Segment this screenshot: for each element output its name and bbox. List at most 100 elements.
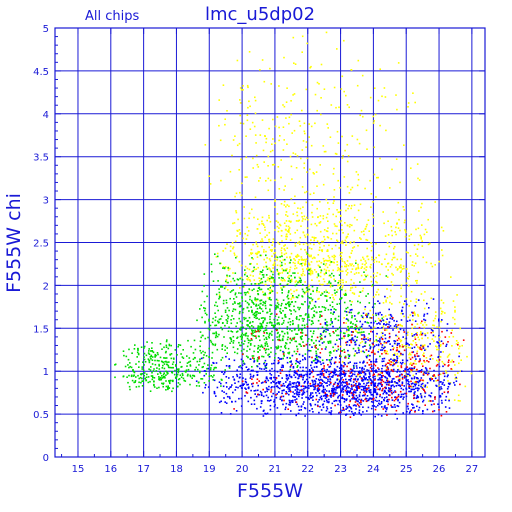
data-point [307,315,310,317]
data-point [235,410,238,412]
data-point [260,402,263,405]
data-point [348,383,350,385]
data-point [333,258,336,261]
data-point [325,31,328,34]
data-point [297,369,300,372]
data-point [298,219,300,222]
data-point [270,304,273,307]
data-point [362,258,365,260]
data-point [306,171,308,173]
data-point [254,329,256,332]
data-point [289,386,291,389]
data-point [278,323,281,326]
data-point [362,312,365,314]
data-point [412,362,415,365]
data-point [289,402,292,404]
data-point [327,236,330,239]
data-point [358,349,360,351]
data-point [199,308,201,310]
data-point [355,171,358,173]
data-point [310,239,312,241]
data-point [302,272,304,275]
data-point [441,319,443,321]
data-point [218,381,221,383]
data-point [218,124,220,127]
data-point [339,298,341,301]
data-point [247,292,250,295]
data-point [319,221,322,223]
data-point [147,381,150,384]
data-point [249,344,252,346]
data-point [281,302,283,305]
data-point [354,370,356,373]
data-point [271,322,273,324]
data-point [209,183,212,185]
data-point [370,249,373,252]
data-point [350,264,352,267]
data-point [435,380,437,382]
data-point [262,223,264,225]
data-point [279,135,281,137]
data-point [405,231,407,234]
data-point [250,338,253,340]
data-point [151,356,154,358]
data-point [354,397,356,400]
data-point [417,243,420,246]
data-point [309,168,311,171]
data-point [325,330,327,333]
data-point [344,374,346,376]
data-point [393,340,395,342]
data-point [413,376,416,378]
data-point [281,369,283,371]
data-point [396,269,399,271]
data-point [385,299,387,302]
data-point [348,404,350,406]
data-point [256,163,259,166]
data-point [234,382,236,384]
data-point [212,379,215,381]
data-point [301,262,304,265]
data-point [294,281,297,283]
data-point [252,332,254,334]
data-point [404,300,406,302]
data-point [304,415,306,417]
data-point [245,332,248,334]
data-point [439,341,441,343]
data-point [388,372,391,374]
data-point [135,376,137,378]
data-point [348,329,350,332]
data-point [316,260,318,263]
data-point [267,379,270,382]
data-point [285,238,288,240]
data-point [295,280,298,282]
data-point [273,279,276,281]
data-point [408,386,410,389]
data-point [240,182,243,185]
data-point [348,410,351,412]
data-point [433,324,436,327]
data-point [409,363,411,365]
data-point [146,373,148,376]
data-point [253,360,256,362]
data-point [364,398,366,401]
data-point [422,388,424,390]
data-point [396,355,398,358]
data-point [311,335,313,338]
data-point [303,167,305,169]
data-point [446,388,449,390]
data-point [264,381,266,383]
data-point [278,139,280,142]
data-point [330,394,332,396]
data-point [292,213,295,215]
data-point [337,284,339,287]
data-point [228,388,230,390]
data-point [312,172,315,174]
data-point [378,302,381,305]
data-point [262,293,265,296]
data-point [320,113,322,116]
data-point [346,340,349,343]
data-point [306,386,308,389]
data-point [413,406,415,409]
data-point [208,318,210,321]
data-point [165,385,168,388]
